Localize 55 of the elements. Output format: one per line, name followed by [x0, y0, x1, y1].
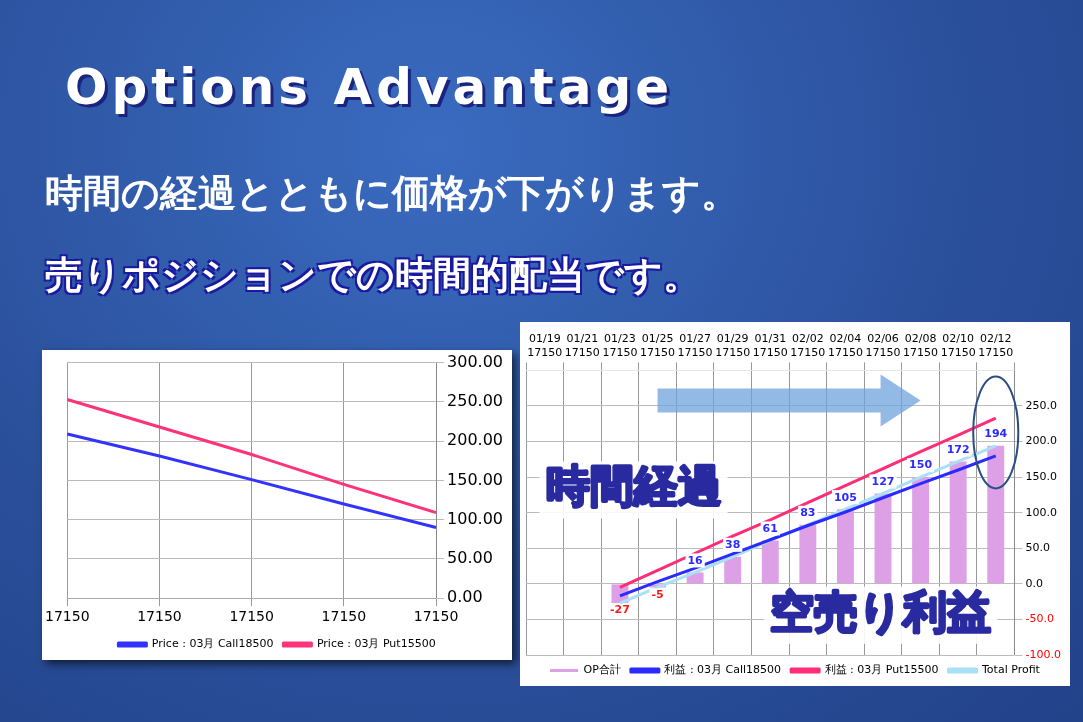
- y-tick-label: 300.00: [447, 351, 503, 371]
- legend-label: Price : 03月 Call18500: [151, 637, 274, 651]
- x-tick-label: 17150: [44, 608, 90, 625]
- chart-title: Options Advantage: [65, 58, 674, 116]
- x-tick-label: 02/08 17150: [903, 332, 939, 359]
- x-tick-label: 01/27 17150: [677, 332, 713, 359]
- x-tick-label: 17150: [137, 608, 182, 625]
- legend-label: 利益 : 03月 Put15500: [824, 663, 939, 677]
- x-tick-label: 01/19 17150: [527, 332, 563, 359]
- x-tick-label: 01/31 17150: [752, 332, 788, 359]
- data-label: -27: [610, 603, 630, 617]
- y-tick-label: 250.0: [1025, 398, 1058, 412]
- data-label: 38: [725, 538, 741, 552]
- y-tick-label: 0.0: [1025, 576, 1044, 590]
- x-tick-label: 01/29 17150: [715, 332, 751, 359]
- y-tick-label: 50.00: [447, 548, 493, 568]
- y-tick-label: 200.00: [447, 430, 503, 450]
- data-label: 105: [833, 490, 857, 504]
- legend-label: 利益 : 03月 Call18500: [664, 663, 782, 677]
- legend-label: Total Profit: [981, 663, 1041, 677]
- data-label: 61: [762, 521, 778, 535]
- y-tick-label: 250.00: [447, 391, 503, 411]
- x-tick-label: 01/23 17150: [602, 332, 638, 359]
- x-tick-label: 02/12 17150: [978, 332, 1014, 359]
- data-label: 16: [687, 553, 704, 567]
- y-tick-label: 0.00: [447, 587, 483, 607]
- y-tick-label: 150.00: [447, 469, 503, 489]
- data-label: -5: [651, 587, 664, 601]
- annotation: 時間経過: [545, 460, 722, 512]
- x-tick-label: 17150: [413, 608, 459, 625]
- x-tick-label: 01/21 17150: [564, 332, 600, 359]
- data-label: 127: [871, 474, 895, 488]
- y-tick-label: -100.0: [1025, 647, 1062, 661]
- data-label: 83: [800, 506, 816, 520]
- y-tick-label: 100.00: [447, 508, 503, 528]
- data-label: 194: [984, 427, 1008, 441]
- text: 売りポジションでの時間的配当です。: [45, 252, 701, 299]
- data-label: 172: [946, 442, 970, 456]
- y-tick-label: 50.0: [1025, 541, 1051, 555]
- y-tick-label: 100.0: [1025, 505, 1058, 519]
- y-tick-label: 200.0: [1025, 434, 1058, 448]
- x-tick-label: 17150: [229, 608, 274, 625]
- x-tick-label: 02/06 17150: [865, 332, 901, 359]
- y-tick-label: 150.0: [1025, 469, 1058, 483]
- y-tick-label: -50.0: [1025, 612, 1055, 626]
- x-tick-label: 02/10 17150: [940, 332, 976, 359]
- x-tick-label: 01/25 17150: [640, 332, 676, 359]
- x-tick-label: 17150: [321, 608, 367, 625]
- legend-label: Price : 03月 Put15500: [316, 637, 436, 651]
- annotation: 空売り利益: [770, 585, 992, 637]
- data-label: 150: [909, 458, 933, 472]
- x-tick-label: 02/04 17150: [827, 332, 863, 359]
- chart-subtitle: 時間の経過とともに価格が下がります。: [45, 170, 739, 217]
- x-tick-label: 02/02 17150: [790, 332, 826, 359]
- legend-label: OP合計: [583, 663, 621, 677]
